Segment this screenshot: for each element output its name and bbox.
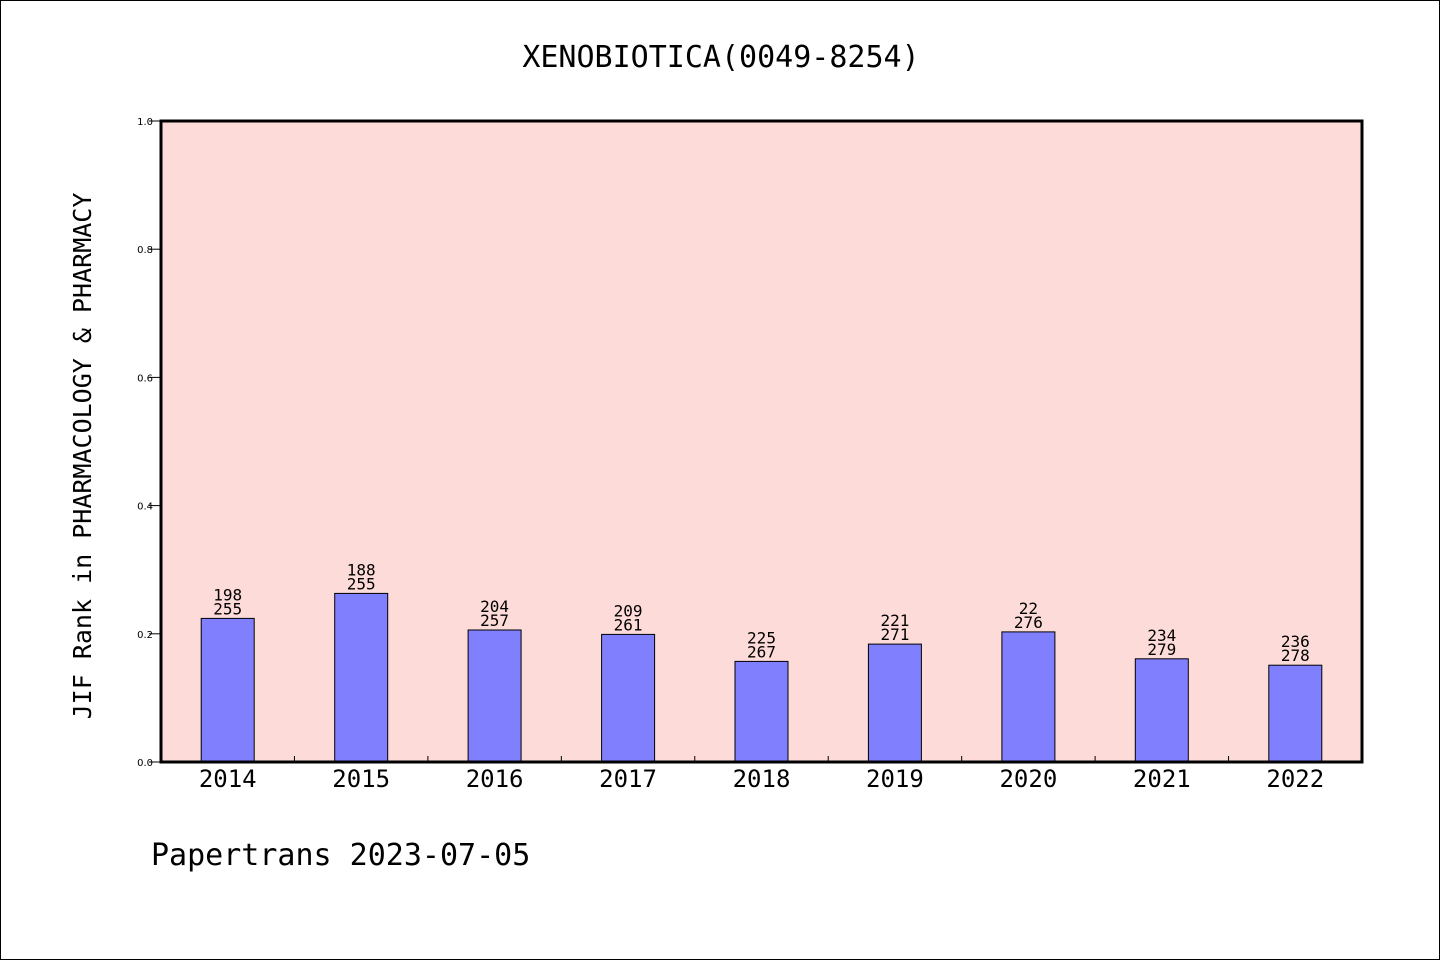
y-tick-label: 0.8 [137, 245, 153, 256]
x-tick-label: 2021 [1133, 765, 1191, 793]
bar-rank-label: 225 [747, 628, 776, 647]
plot-border [159, 119, 1364, 764]
bar-2022 [1268, 664, 1323, 763]
bar-rank-label: 221 [880, 611, 909, 630]
chart-title: XENOBIOTICA(0049-8254) [522, 40, 919, 75]
footer-credit: Papertrans 2023-07-05 [151, 838, 530, 873]
y-tick-label: 0.0 [137, 758, 153, 769]
bar-total-label: 257 [480, 611, 509, 630]
y-axis-label: JIF Rank in PHARMACOLOGY & PHARMACY [68, 193, 97, 720]
bar-total-label: 267 [747, 642, 776, 661]
bar-total-label: 261 [614, 615, 643, 634]
bar-rank-label: 198 [213, 585, 242, 604]
bar-rank-label: 22 [1019, 599, 1038, 618]
bars-layer [200, 592, 1323, 763]
x-tick-label: 2014 [199, 765, 257, 793]
bar-2021 [1134, 658, 1189, 763]
bar-rank-label: 234 [1147, 626, 1176, 645]
bar-2017 [601, 633, 656, 763]
bar-rank-label: 236 [1281, 632, 1310, 651]
bar-rank-label: 204 [480, 597, 509, 616]
y-axis-ticks: 0.0 0.2 0.4 0.6 0.8 1.0 [137, 117, 161, 769]
bar-2015 [334, 592, 389, 763]
bar-total-label: 278 [1281, 646, 1310, 665]
bar-total-label: 279 [1147, 640, 1176, 659]
y-tick-label: 0.2 [137, 630, 153, 641]
bar-labels-layer: 1982551882552042572092612252672212712227… [213, 560, 1309, 665]
x-axis-ticks: 2014 2015 2016 2017 2018 2019 2020 2021 2022 [199, 756, 1324, 793]
y-tick-label: 0.6 [137, 373, 153, 384]
x-tick-label: 2022 [1266, 765, 1324, 793]
bar-rank-label: 188 [347, 560, 376, 579]
bar-total-label: 255 [213, 599, 242, 618]
bar-total-label: 255 [347, 574, 376, 593]
x-tick-label: 2019 [866, 765, 924, 793]
bar-total-label: 276 [1014, 613, 1043, 632]
y-tick-label: 1.0 [137, 117, 153, 128]
x-tick-label: 2015 [332, 765, 390, 793]
bar-2019 [867, 643, 922, 763]
x-tick-label: 2018 [733, 765, 791, 793]
bar-2018 [734, 660, 789, 763]
x-tick-label: 2017 [599, 765, 657, 793]
bar-2014 [200, 617, 255, 763]
x-tick-label: 2016 [466, 765, 524, 793]
y-tick-label: 0.4 [137, 502, 153, 513]
x-tick-label: 2020 [999, 765, 1057, 793]
bar-total-label: 271 [880, 625, 909, 644]
bar-2020 [1001, 631, 1056, 763]
bar-rank-label: 209 [614, 601, 643, 620]
bar-2016 [467, 629, 522, 763]
